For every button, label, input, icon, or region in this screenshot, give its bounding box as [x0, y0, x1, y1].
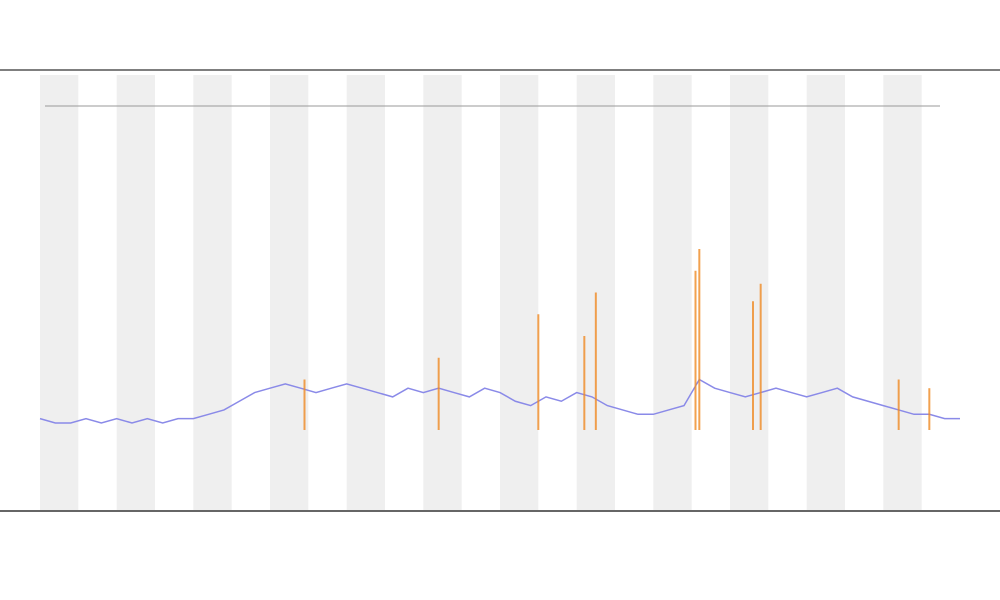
band — [40, 75, 79, 510]
band — [193, 75, 232, 510]
band — [346, 75, 385, 510]
band — [116, 75, 155, 510]
band — [883, 75, 922, 510]
series-line — [39, 378, 960, 424]
band — [730, 75, 769, 510]
bands — [40, 75, 922, 510]
band — [270, 75, 309, 510]
band — [806, 75, 845, 510]
band — [653, 75, 692, 510]
band — [423, 75, 462, 510]
band — [500, 75, 539, 510]
